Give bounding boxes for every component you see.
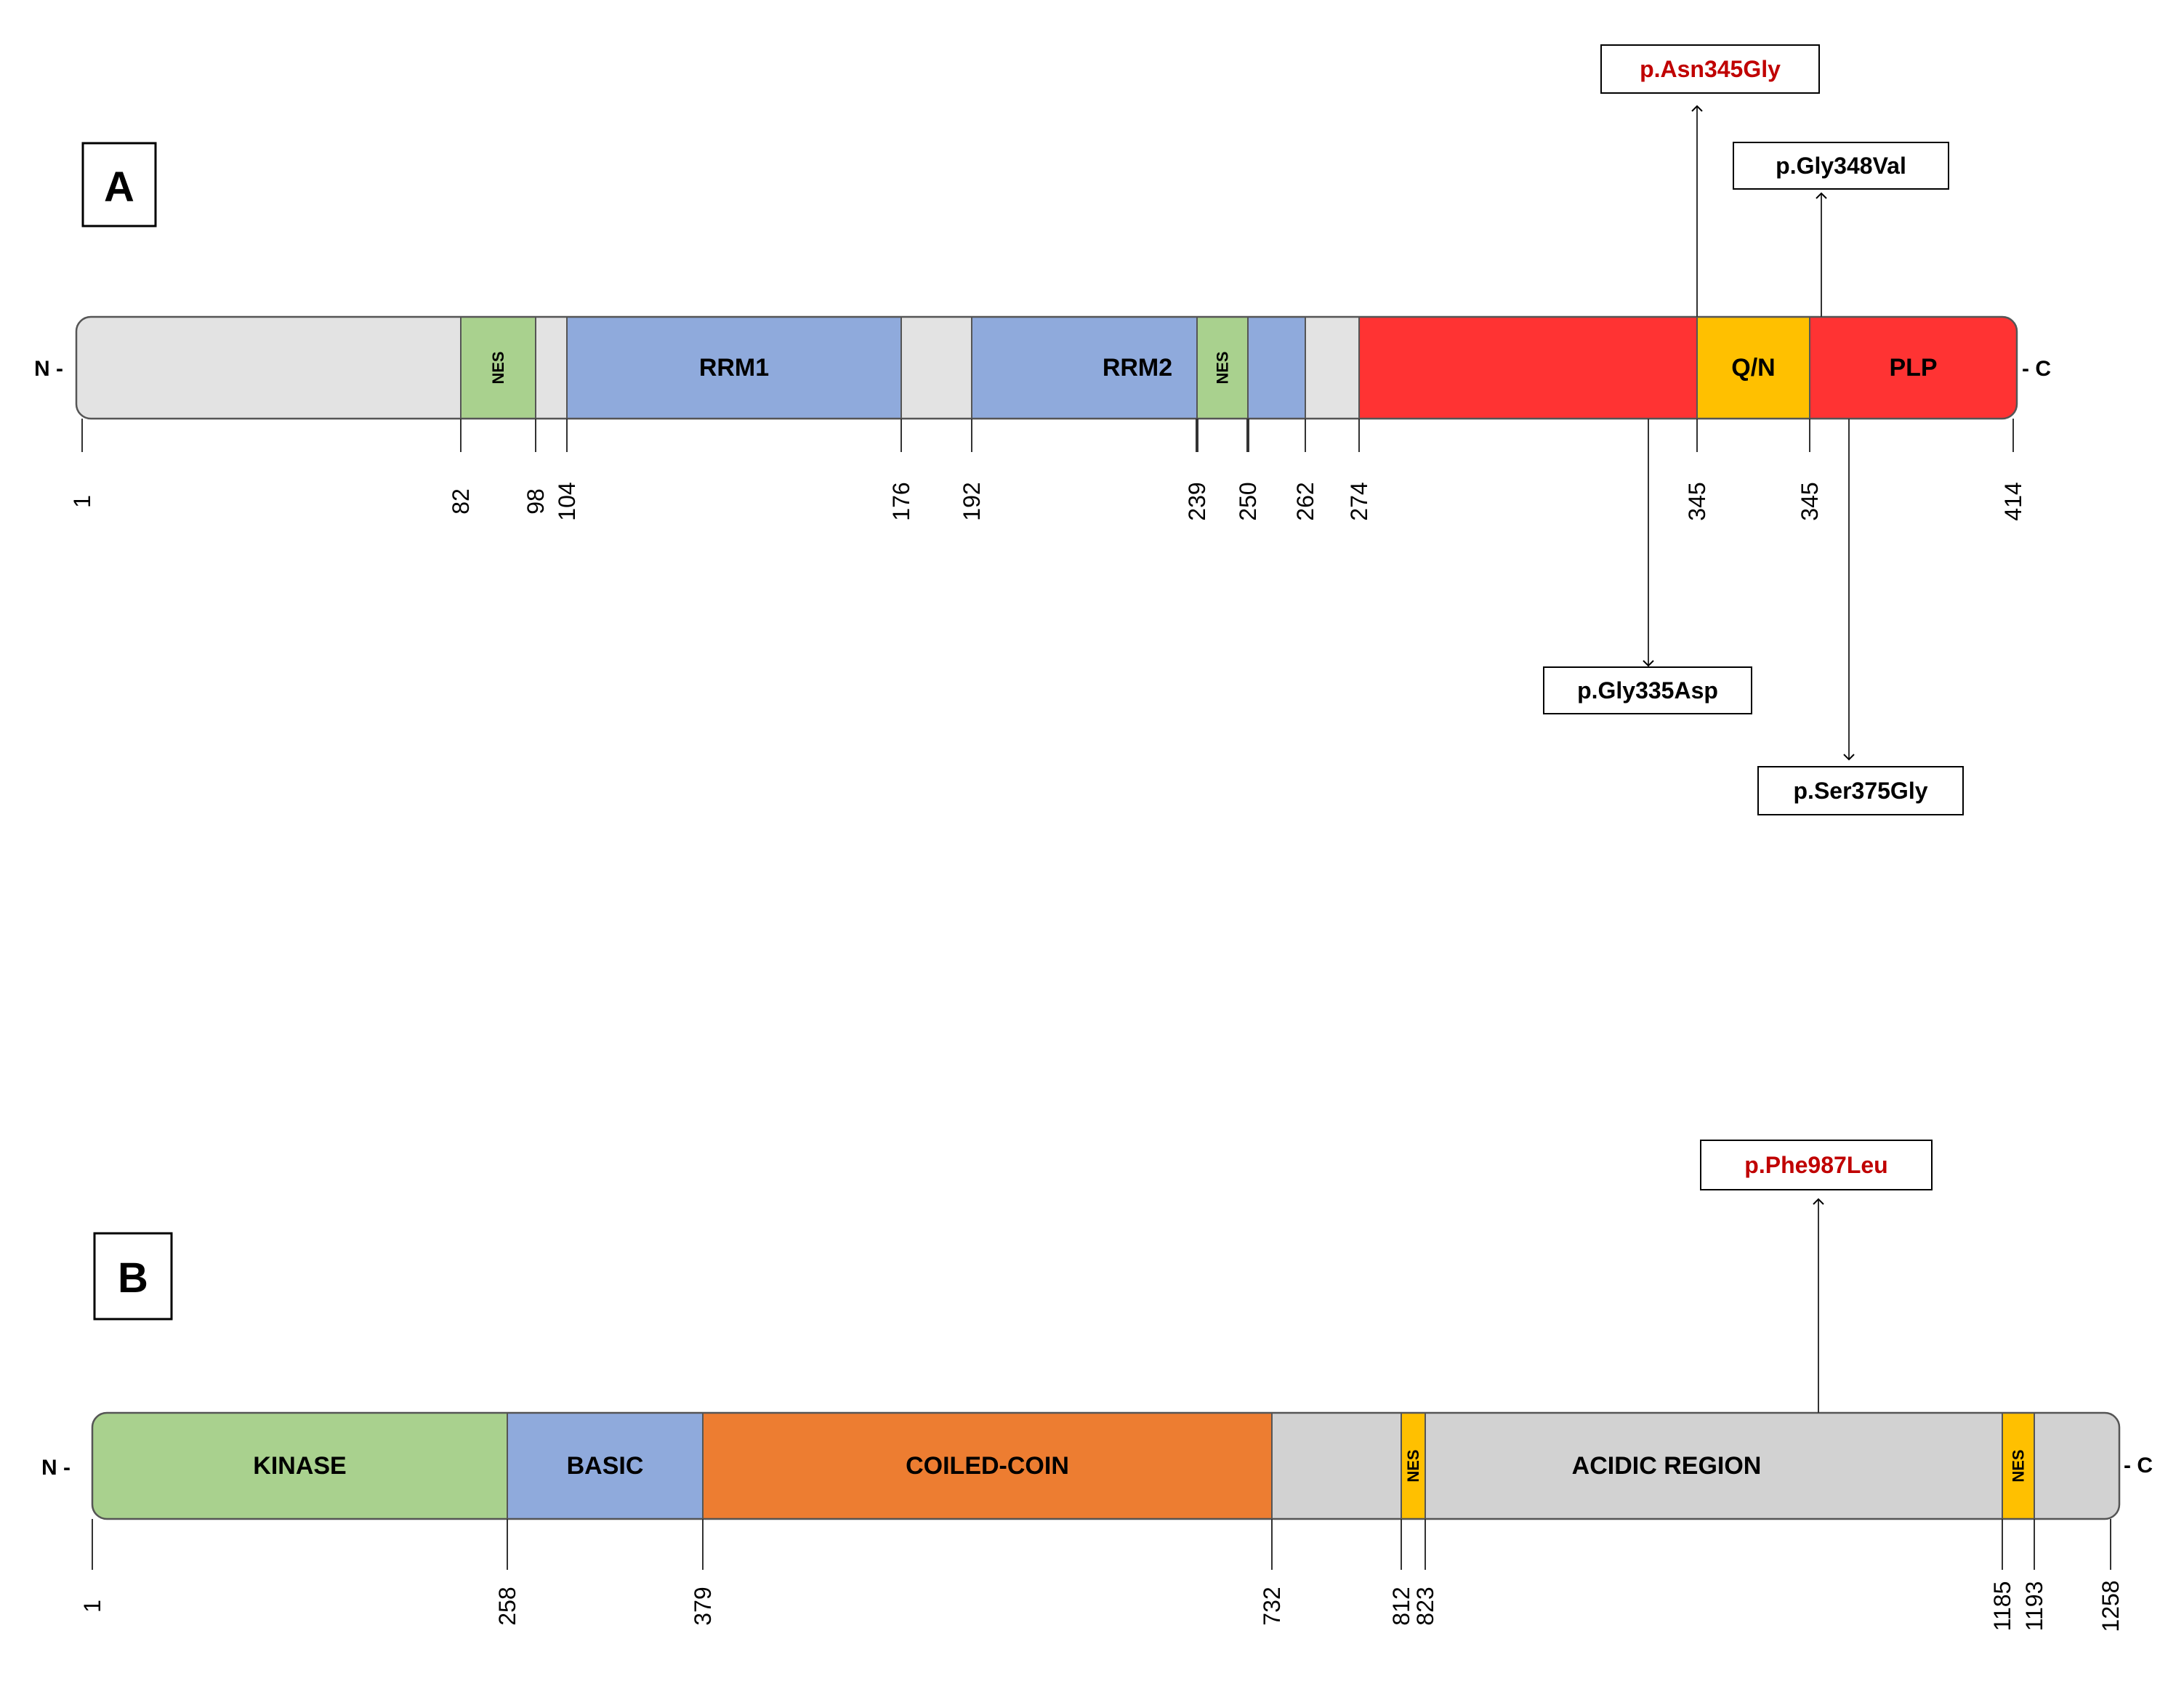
mutation-a-2-box [1543,666,1752,714]
bar-a-label-rrm1: RRM1 [699,354,769,382]
panel-a-tick-label: 1 [69,495,95,508]
bar-a-segment-5 [971,317,1198,419]
bar-a-label-rrm2: RRM2 [1103,354,1172,382]
mutation-b-0-box [1700,1140,1933,1190]
mutation-p-ser375gly: p.Ser375Gly [1757,419,1964,815]
bar-a-segment-9 [1358,317,1698,419]
panel-a-tick-label: 250 [1235,482,1261,520]
bar-b-segment-4 [1401,1413,1426,1519]
panel-b-tick-label: 1193 [2021,1581,2047,1632]
bar-b-segment-1 [507,1413,704,1519]
bar-a-segment-10 [1696,317,1810,419]
bar-a-segment-8 [1305,317,1360,419]
bar-b-label-basic: BASIC [567,1452,644,1480]
panel-b-tick-label: 732 [1259,1587,1285,1625]
bar-a-label-nes: NES [489,351,507,384]
panel-b-letter-box [93,1232,173,1321]
panel-a-tick-label: 98 [523,488,549,515]
panel-a-c-terminus: - C [2022,357,2051,381]
bar-a-segment-6 [1196,317,1249,419]
mutation-p-gly348val: p.Gly348Val [1733,142,1949,317]
panel-b-tick-label: 812 [1388,1587,1414,1625]
panel-a-tick-label: 104 [554,482,580,520]
bar-a-label-nes: NES [1214,351,1232,384]
bar-b-label-nes: NES [1404,1449,1422,1482]
panel-a-n-terminus: N - [34,357,63,381]
panel-a-tick-label: 414 [2000,482,2026,520]
panel-a: A N - - C NES RRM1 RRM2 NES Q/N PLP 1 82 98 104 1… [34,44,2051,815]
mutation-b-0-label: p.Phe987Leu [1744,1152,1887,1178]
mutation-p-asn345gly: p.Asn345Gly [1600,44,1820,317]
panel-a-tick-label: 274 [1346,482,1372,520]
panel-a-tick-label: 345 [1684,482,1710,520]
bar-a-segment-7 [1247,317,1306,419]
panel-a-tick-label: 262 [1292,482,1318,520]
panel-b-tick-label: 379 [690,1587,716,1625]
panel-b-tick-label: 1185 [1989,1581,2015,1632]
bar-b-outline [91,1411,2121,1520]
bar-a-segment-11 [1809,317,2017,419]
mutation-a-1-label: p.Gly348Val [1776,153,1906,179]
panel-b-letter: B [118,1254,148,1302]
bar-a-segment-0 [76,317,462,419]
panel-b-c-terminus: - C [2124,1454,2153,1478]
bar-b-label-nes: NES [2010,1449,2028,1482]
panel-b: B N - - C KINASE BASIC COILED-COIN ACIDIC R… [41,1140,2153,1632]
bar-b-segment-5 [2002,1413,2035,1519]
bar-a-segment-2 [535,317,568,419]
panel-a-tick-label: 176 [888,482,914,520]
bar-a-segment-3 [566,317,902,419]
bar-a-outline [75,315,2018,420]
panel-a-tick-label: 82 [448,488,474,515]
panel-a-tick-label: 192 [959,482,985,520]
mutation-a-2-label: p.Gly335Asp [1577,677,1718,704]
panel-a-letter: A [104,164,134,211]
panel-b-tick-label: 823 [1412,1587,1438,1625]
bar-a-segment-1 [460,317,536,419]
panel-b-tick-label: 1258 [2098,1580,2124,1632]
panel-b-tick-label: 1 [79,1600,105,1613]
bar-a-label-q-n: Q/N [1731,354,1775,382]
mutation-p-phe987leu: p.Phe987Leu [1700,1140,1933,1413]
bar-b-segment-2 [702,1413,1273,1519]
mutation-a-1-box [1733,142,1949,190]
bar-b-label-kinase: KINASE [253,1452,346,1480]
panel-a-tick-label: 345 [1797,482,1823,520]
bar-b-label-coiled-coin: COILED-COIN [906,1452,1069,1480]
bar-b-label-acidic-region: ACIDIC REGION [1572,1452,1762,1480]
panel-a-letter-box [81,142,157,227]
mutation-p-gly335asp: p.Gly335Asp [1543,419,1752,714]
bar-a-label-plp: PLP [1889,354,1937,382]
panel-b-tick-label: 258 [494,1587,520,1625]
bar-a-segment-4 [900,317,972,419]
mutation-a-3-box [1757,766,1964,815]
mutation-a-3-label: p.Ser375Gly [1794,778,1928,804]
panel-a-tick-label: 239 [1184,482,1210,520]
panel-b-n-terminus: N - [41,1456,70,1480]
mutation-a-0-label: p.Asn345Gly [1640,56,1781,82]
mutation-a-0-box [1600,44,1820,94]
